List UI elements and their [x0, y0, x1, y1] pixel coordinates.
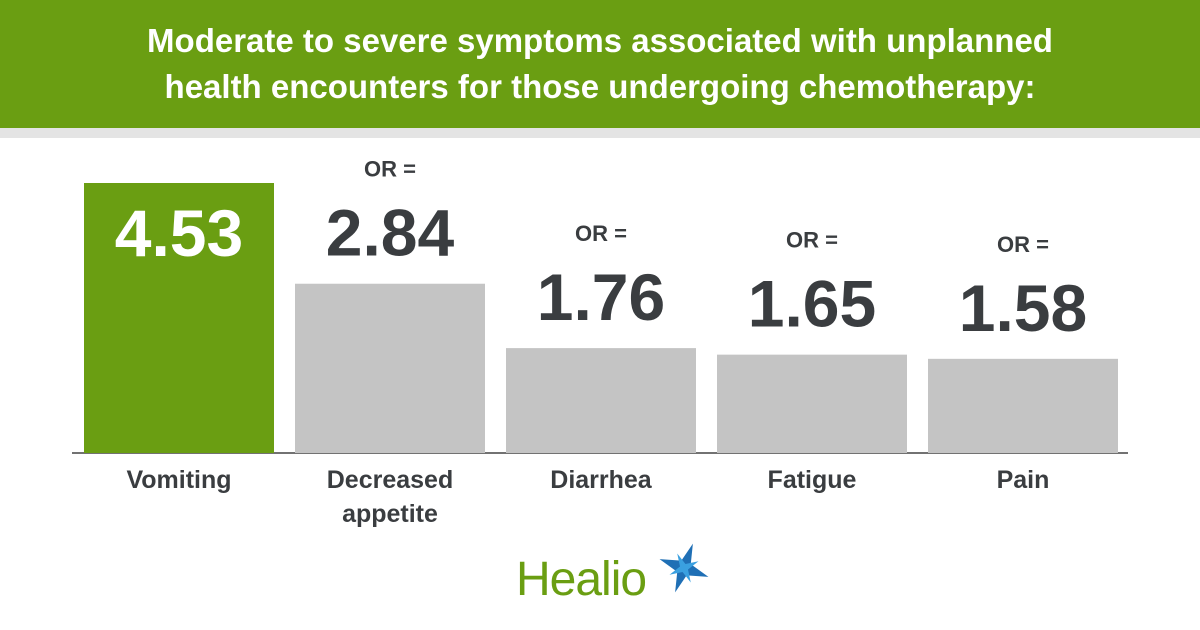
category-label: Fatigue: [767, 466, 857, 494]
category-label: Diarrhea: [550, 466, 652, 494]
category-label: Decreased appetite: [326, 466, 454, 528]
bar: [506, 348, 696, 453]
value-prefix: OR =: [575, 221, 627, 246]
category-label: Pain: [996, 466, 1050, 494]
value-label: 1.58: [959, 271, 1087, 345]
value-prefix: OR =: [786, 228, 838, 253]
value-label: 1.65: [748, 267, 876, 341]
logo: Healio: [516, 553, 647, 606]
divider: [0, 128, 1200, 138]
bar: [717, 354, 907, 453]
value-label: 1.76: [537, 260, 665, 334]
value-prefix: OR =: [364, 157, 416, 182]
logo-star: [659, 543, 709, 593]
chart-title: Moderate to severe symptoms associated w…: [147, 22, 1053, 105]
bar: [84, 183, 274, 453]
header: Moderate to severe symptoms associated w…: [0, 0, 1200, 128]
value-label: 4.53: [115, 196, 243, 270]
value-prefix: OR =: [997, 232, 1049, 257]
value-label: 2.84: [326, 196, 455, 270]
bar: [295, 283, 485, 453]
category-label: Vomiting: [126, 466, 232, 494]
bar: [928, 358, 1118, 453]
